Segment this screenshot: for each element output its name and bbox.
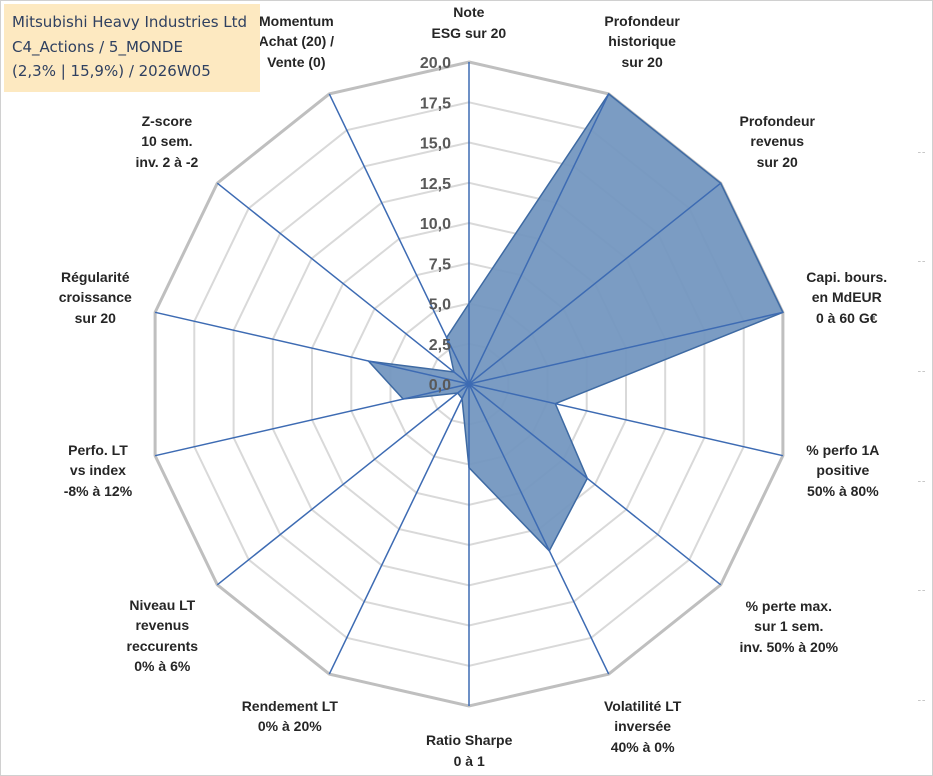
- axis-label-line: 0 à 60 G€: [816, 309, 878, 326]
- info-box: Mitsubishi Heavy Industries Ltd C4_Actio…: [4, 4, 260, 92]
- tick-label: 15,0: [420, 136, 451, 153]
- axis-label-line: sur 1 sem.: [754, 618, 824, 635]
- gridline-stub: [918, 371, 925, 372]
- axis-spoke: [328, 383, 470, 675]
- portfolio-category: C4_Actions / 5_MONDE: [12, 37, 183, 56]
- axis-spoke: [468, 383, 722, 586]
- axis-label: Volatilité LT inversée 40% à 0%: [604, 696, 681, 758]
- axis-label: Profondeur revenus sur 20: [740, 111, 815, 173]
- tick-label: 5,0: [429, 297, 451, 314]
- axis-label-line: inv. 50% à 20%: [739, 638, 839, 655]
- axis-label-line: revenus: [750, 133, 805, 150]
- axis-spoke: [216, 182, 470, 385]
- axis-label-line: revenus: [135, 617, 190, 633]
- axis-label-line: -8% à 12%: [63, 482, 133, 499]
- axis-spoke: [468, 93, 610, 385]
- tick-label: 7,5: [429, 256, 451, 273]
- axis-label-line: Perfo. LT: [68, 441, 128, 458]
- axis-label-line: 0 à 1: [453, 752, 485, 769]
- axis-label-line: Achat (20) /: [258, 33, 335, 50]
- axis-label-line: % perfo 1A: [806, 441, 880, 458]
- axis-label-line: sur 20: [74, 309, 116, 326]
- axis-label: Momentum Achat (20) / Vente (0): [259, 11, 334, 73]
- axis-label-line: Momentum: [258, 12, 334, 29]
- axis-label: % perfo 1A positive 50% à 80%: [806, 440, 879, 502]
- axis-label-line: 10 sem.: [141, 133, 193, 150]
- axis-spoke: [328, 93, 470, 385]
- axis-spoke: [468, 383, 784, 457]
- gridline-stub: [918, 152, 925, 153]
- axis-label-line: inversée: [614, 718, 672, 735]
- axis-label-line: Note: [453, 4, 485, 20]
- axis-label-line: 40% à 0%: [610, 738, 675, 755]
- axis-label-line: Régularité: [61, 268, 130, 285]
- axis-spoke: [468, 383, 610, 675]
- axis-label-line: Capi. bours.: [806, 268, 888, 285]
- axis-label-line: positive: [816, 462, 870, 479]
- axis-label-line: Rendement LT: [241, 697, 338, 714]
- axis-label-line: Profondeur: [739, 112, 815, 129]
- tick-label: 10,0: [420, 216, 451, 233]
- axis-spoke: [468, 182, 722, 385]
- gridline-stub: [918, 261, 925, 262]
- axis-label: Z-score 10 sem. inv. 2 à -2: [136, 111, 199, 173]
- axis-spoke: [154, 311, 470, 385]
- axis-label-line: Vente (0): [267, 53, 326, 70]
- axis-label-line: % perte max.: [745, 597, 832, 614]
- axis-label-line: 50% à 80%: [807, 482, 879, 499]
- axis-label-line: sur 20: [756, 153, 798, 170]
- axis-label-line: inv. 2 à -2: [135, 153, 199, 170]
- company-name: Mitsubishi Heavy Industries Ltd: [12, 13, 248, 31]
- axis-label: Profondeur historique sur 20: [604, 11, 679, 73]
- axis-label-line: 0% à 20%: [257, 718, 322, 735]
- axis-label: Niveau LT revenus reccurents 0% à 6%: [127, 595, 199, 677]
- axis-label-line: Profondeur: [604, 12, 680, 29]
- radar-tick-labels: 0,0 2,5 5,0 7,5 10,0 12,5 15,0 17,5 20,0: [420, 55, 451, 394]
- axis-label-line: 0% à 6%: [134, 658, 191, 674]
- axis-label-line: croissance: [58, 289, 132, 306]
- axis-label-line: Z-score: [141, 112, 193, 129]
- tick-label: 17,5: [420, 95, 451, 112]
- axis-label-line: sur 20: [621, 53, 663, 70]
- axis-label: Note ESG sur 20: [432, 2, 507, 43]
- axis-label-line: en MdEUR: [811, 289, 882, 306]
- axis-spoke: [154, 383, 470, 457]
- axis-label-line: historique: [608, 33, 676, 50]
- gridline-stub: [918, 481, 925, 482]
- axis-label: Rendement LT 0% à 20%: [242, 696, 338, 737]
- axis-label-line: reccurents: [126, 637, 199, 654]
- axis-label-line: ESG sur 20: [431, 24, 507, 41]
- axis-label-line: Volatilité LT: [604, 697, 682, 714]
- axis-spoke: [216, 383, 470, 586]
- axis-label: Capi. bours. en MdEUR 0 à 60 G€: [806, 267, 887, 329]
- radar-spokes: [154, 62, 784, 706]
- gridline-stub: [918, 590, 925, 591]
- axis-spoke: [468, 311, 784, 385]
- tick-label: 12,5: [420, 176, 451, 193]
- period-stats: (2,3% | 15,9%) / 2026W05: [12, 62, 211, 80]
- axis-label: Perfo. LT vs index -8% à 12%: [64, 440, 132, 502]
- axis-label: Ratio Sharpe 0 à 1: [426, 730, 512, 771]
- tick-label: 2,5: [429, 337, 451, 354]
- axis-label-line: Niveau LT: [129, 596, 196, 613]
- tick-label: 20,0: [420, 55, 451, 72]
- axis-label-line: vs index: [69, 462, 126, 479]
- tick-label: 0,0: [429, 377, 451, 394]
- axis-label-line: Ratio Sharpe: [426, 732, 513, 748]
- axis-label: % perte max. sur 1 sem. inv. 50% à 20%: [740, 596, 839, 658]
- gridline-stub: [918, 700, 925, 701]
- axis-label: Régularité croissance sur 20: [59, 267, 132, 329]
